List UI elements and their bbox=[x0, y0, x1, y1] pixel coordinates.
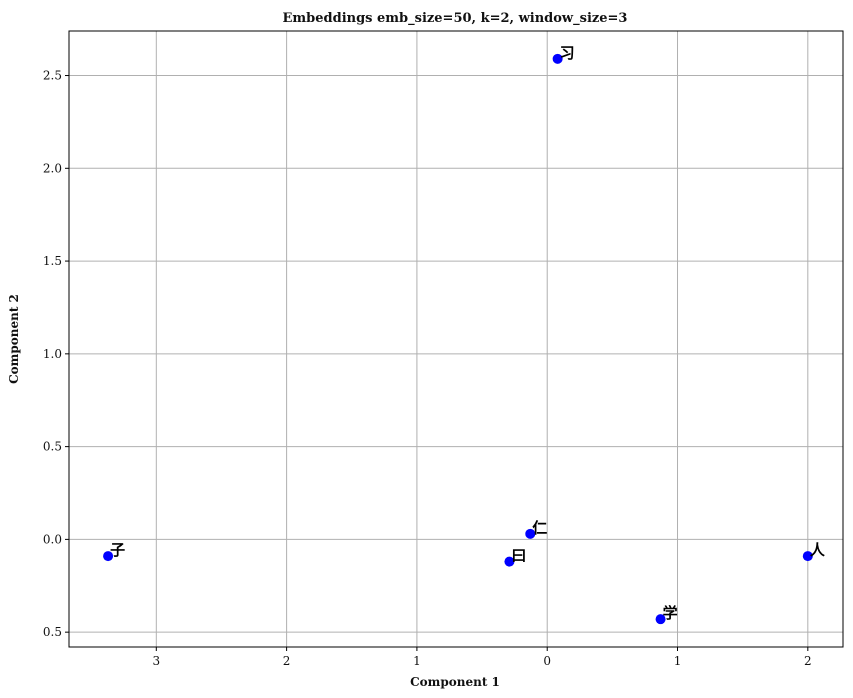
x-axis-label: Component 1 bbox=[410, 675, 500, 689]
data-points: 习子 仁曰 人学 bbox=[103, 44, 826, 625]
data-point bbox=[552, 53, 563, 64]
point-label: 仁 bbox=[532, 519, 547, 537]
data-point bbox=[525, 528, 536, 539]
x-tick-label: 2 bbox=[804, 654, 812, 668]
grid bbox=[69, 31, 843, 647]
y-tick-label: 2.0 bbox=[43, 161, 62, 175]
y-tick-label: 1.0 bbox=[43, 347, 62, 361]
chart-title: Embeddings emb_size=50, k=2, window_size… bbox=[283, 11, 628, 26]
data-point bbox=[504, 556, 515, 567]
y-axis-label: Component 2 bbox=[7, 294, 21, 384]
data-point bbox=[103, 551, 114, 562]
x-tick-label: 0 bbox=[543, 654, 551, 668]
y-tick-label: 2.5 bbox=[43, 69, 62, 83]
x-tick-label: 1 bbox=[674, 654, 682, 668]
y-tick-label: 0.5 bbox=[43, 440, 62, 454]
point-label: 人 bbox=[810, 541, 826, 559]
axis-ticks: 3 2 1 0 1 2 0.5 0.0 0.5 1.0 1.5 2.0 2.5 bbox=[43, 69, 812, 668]
x-tick-label: 1 bbox=[413, 654, 421, 668]
data-point bbox=[802, 551, 813, 562]
point-label: 曰 bbox=[511, 547, 526, 565]
y-tick-label: 1.5 bbox=[43, 254, 62, 268]
x-tick-label: 2 bbox=[283, 654, 291, 668]
point-label: 学 bbox=[663, 604, 678, 622]
y-tick-label: 0.5 bbox=[43, 625, 62, 639]
point-label: 子 bbox=[110, 541, 125, 559]
x-tick-label: 3 bbox=[152, 654, 160, 668]
y-tick-label: 0.0 bbox=[43, 532, 62, 546]
point-label: 习 bbox=[560, 44, 575, 62]
data-point bbox=[655, 614, 666, 625]
plot-frame bbox=[68, 30, 844, 648]
